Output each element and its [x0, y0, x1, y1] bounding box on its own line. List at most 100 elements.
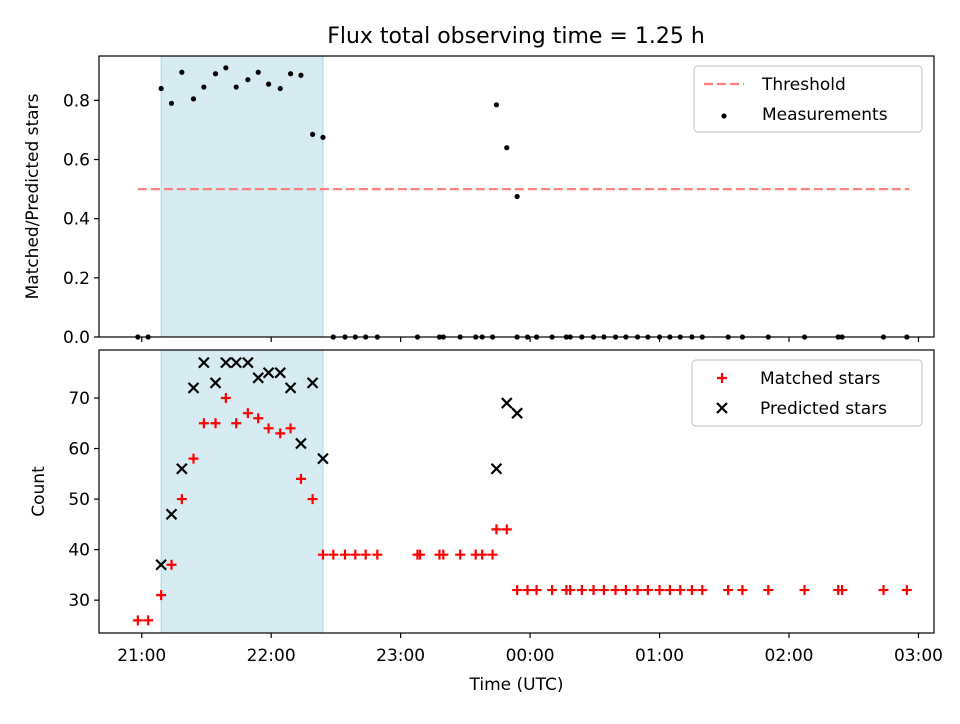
y-tick-label: 0.0: [63, 328, 90, 348]
data-point: [328, 549, 339, 560]
data-point: [501, 524, 512, 535]
data-point: [242, 408, 253, 419]
series-measurements: [135, 65, 910, 340]
data-point: [317, 549, 328, 560]
data-point: [187, 382, 200, 394]
data-point: [799, 585, 810, 596]
data-point: [285, 423, 296, 434]
data-point: [295, 437, 307, 450]
data-point: [210, 418, 221, 429]
data-point: [320, 134, 326, 140]
shaded-span: [160, 349, 324, 634]
legend-label: Measurements: [762, 105, 888, 125]
data-point: [198, 356, 210, 369]
data-point: [372, 549, 383, 560]
y-tick-label: 60: [68, 440, 90, 460]
data-point: [263, 423, 274, 434]
data-point: [166, 559, 177, 570]
data-point: [188, 453, 199, 464]
data-point: [350, 549, 361, 560]
data-point: [306, 377, 319, 389]
data-point: [242, 356, 254, 369]
x-tick-label: 23:00: [376, 646, 425, 666]
data-point: [155, 558, 167, 571]
data-point: [252, 372, 265, 384]
y-tick-label: 40: [68, 541, 90, 561]
data-point: [231, 418, 242, 429]
data-point: [620, 585, 631, 596]
data-point: [287, 71, 294, 77]
legend-box: [693, 65, 923, 133]
data-point: [737, 585, 748, 596]
data-point: [837, 585, 848, 596]
x-axis-label: Time (UTC): [469, 675, 564, 695]
series-matched-stars: [132, 393, 912, 626]
data-point: [514, 193, 520, 200]
data-point: [878, 585, 889, 596]
bottom-panel: 30 40 50 60 70 Count 21:00 22:00 23:00 00:00 01:00…: [29, 349, 943, 695]
y-tick-label: 70: [68, 389, 90, 409]
y-tick-label: 0.6: [63, 151, 90, 171]
data-point: [501, 397, 513, 409]
data-point: [697, 585, 708, 596]
data-point: [307, 494, 318, 505]
data-point: [198, 418, 209, 429]
data-point: [512, 585, 523, 596]
data-point: [642, 585, 653, 596]
axes-frame: [98, 349, 935, 634]
data-point: [339, 549, 350, 560]
data-point: [531, 585, 542, 596]
data-point: [438, 549, 449, 560]
data-point: [132, 615, 143, 626]
data-point: [675, 585, 686, 596]
data-point: [277, 85, 283, 92]
data-point: [522, 585, 533, 596]
data-point: [168, 100, 175, 106]
data-point: [165, 508, 178, 521]
data-point: [360, 549, 371, 560]
data-point: [317, 452, 329, 465]
data-point: [686, 585, 697, 596]
legend-x-marker: [716, 402, 728, 414]
legend-measurement-marker: [721, 113, 727, 119]
data-point: [310, 131, 316, 137]
data-point: [255, 69, 261, 75]
y-tick-label: 30: [68, 591, 90, 611]
data-point: [565, 585, 576, 596]
legend-label: Predicted stars: [760, 399, 887, 419]
data-point: [298, 72, 304, 78]
data-point: [220, 393, 231, 404]
data-point: [201, 84, 207, 90]
shaded-span: [160, 55, 324, 338]
data-point: [610, 585, 621, 596]
y-tick-label: 50: [68, 490, 90, 510]
data-point: [295, 473, 306, 484]
data-point: [212, 71, 219, 77]
data-point: [176, 494, 187, 505]
x-tick-label: 03:00: [894, 646, 943, 666]
data-point: [455, 549, 466, 560]
y-axis-label: Matched/Predicted stars: [23, 93, 43, 299]
legend: Matched stars Predicted stars: [691, 359, 923, 427]
data-point: [233, 84, 239, 90]
data-point: [209, 377, 222, 389]
data-point: [179, 69, 185, 75]
data-point: [547, 585, 558, 596]
series-predicted-stars: [155, 356, 523, 571]
y-tick-label: 0.2: [63, 269, 90, 289]
legend-label: Threshold: [761, 75, 846, 95]
data-point: [156, 590, 167, 601]
data-point: [632, 585, 643, 596]
data-point: [415, 549, 426, 560]
data-point: [654, 585, 665, 596]
chart-title: Flux total observing time = 1.25 h: [327, 24, 705, 49]
data-point: [253, 413, 264, 424]
data-point: [265, 81, 272, 87]
data-point: [511, 407, 523, 419]
data-point: [158, 85, 164, 92]
legend: Threshold Measurements: [693, 65, 923, 133]
y-tick-label: 0.8: [63, 91, 90, 111]
data-point: [491, 524, 502, 535]
legend-box: [691, 359, 923, 427]
